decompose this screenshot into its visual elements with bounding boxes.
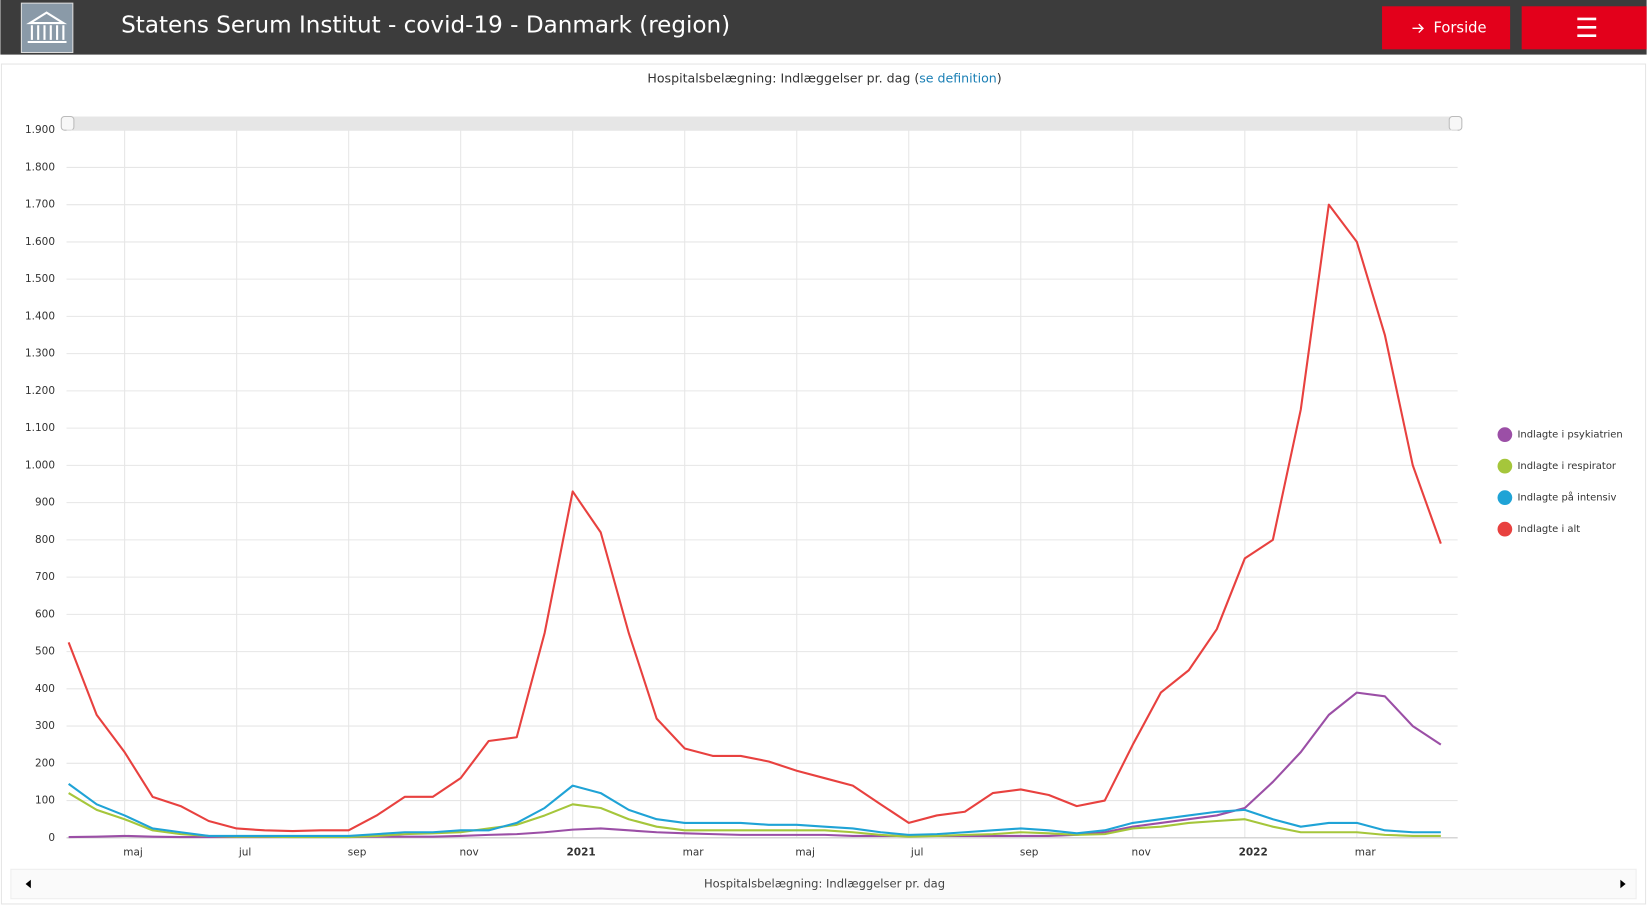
legend-label: Indlagte i respirator	[1517, 461, 1616, 472]
y-tick-label: 1.600	[25, 236, 55, 248]
chart-title: Hospitalsbelægning: Indlæggelser pr. dag…	[647, 70, 1001, 85]
x-tick-label: mar	[1355, 847, 1377, 859]
y-tick-label: 1.700	[25, 199, 55, 211]
navigator-label: Hospitalsbelægning: Indlæggelser pr. dag	[704, 877, 945, 891]
y-tick-label: 1.900	[25, 124, 55, 136]
definition-link[interactable]: se definition	[919, 70, 997, 85]
legend-marker	[1497, 490, 1513, 505]
y-tick-label: 1.400	[25, 310, 55, 322]
logo-icon	[26, 11, 68, 44]
y-tick-label: 400	[35, 683, 55, 695]
y-tick-label: 900	[35, 497, 55, 509]
x-tick-label: jul	[238, 847, 251, 859]
y-tick-label: 600	[35, 608, 55, 620]
scroll-right[interactable]	[1620, 879, 1626, 889]
header-title: Statens Serum Institut - covid-19 - Danm…	[121, 13, 730, 39]
x-tick-label: 2021	[567, 847, 596, 859]
navigator	[10, 868, 1637, 900]
x-tick-label: jul	[910, 847, 923, 859]
y-tick-label: 300	[35, 720, 55, 732]
y-tick-label: 1.300	[25, 348, 55, 360]
series-line	[68, 792, 1441, 839]
arrow-icon	[1412, 23, 1424, 34]
legend-label: Indlagte i alt	[1517, 524, 1580, 535]
range-selector[interactable]	[66, 116, 1458, 131]
y-tick-label: 200	[35, 757, 55, 769]
y-tick-label: 0	[48, 832, 55, 844]
range-handle[interactable]	[1448, 116, 1463, 131]
legend-marker	[1497, 458, 1513, 474]
y-tick-label: 700	[35, 571, 55, 583]
series-line	[68, 782, 1441, 837]
x-tick-label: nov	[1132, 847, 1151, 859]
y-tick-label: 100	[35, 795, 55, 807]
y-tick-label: 1.200	[25, 385, 55, 397]
series-line	[67, 203, 1442, 833]
chart-title-text: )	[997, 70, 1002, 85]
home-button[interactable]	[1382, 6, 1511, 50]
x-tick-label: 2022	[1239, 847, 1268, 859]
y-tick-label: 1.000	[25, 459, 55, 471]
x-tick-label: sep	[348, 847, 367, 859]
chart-panel	[0, 63, 1647, 905]
x-tick-label: maj	[123, 847, 143, 859]
x-tick-label: nov	[459, 847, 478, 859]
y-tick-label: 800	[35, 534, 55, 546]
legend-label: Indlagte på intensiv	[1517, 491, 1616, 504]
legend-label: Indlagte i psykiatrien	[1517, 430, 1622, 441]
logo[interactable]	[20, 2, 74, 54]
x-tick-label: maj	[795, 847, 815, 859]
chart-title-text: Hospitalsbelægning: Indlæggelser pr. dag…	[647, 70, 919, 85]
x-tick-label: sep	[1020, 847, 1039, 859]
y-tick-label: 1.500	[25, 273, 55, 285]
legend-marker	[1497, 521, 1513, 537]
scroll-left[interactable]	[25, 879, 31, 889]
y-tick-label: 500	[35, 646, 55, 658]
y-tick-label: 1.100	[25, 422, 55, 434]
home-button-label[interactable]: Forside	[1433, 19, 1486, 36]
header-bar	[0, 0, 1647, 55]
x-tick-label: mar	[683, 847, 705, 859]
legend-marker	[1497, 427, 1513, 443]
y-tick-label: 1.800	[25, 161, 55, 173]
menu-icon	[1577, 17, 1597, 38]
range-handle[interactable]	[60, 116, 75, 131]
